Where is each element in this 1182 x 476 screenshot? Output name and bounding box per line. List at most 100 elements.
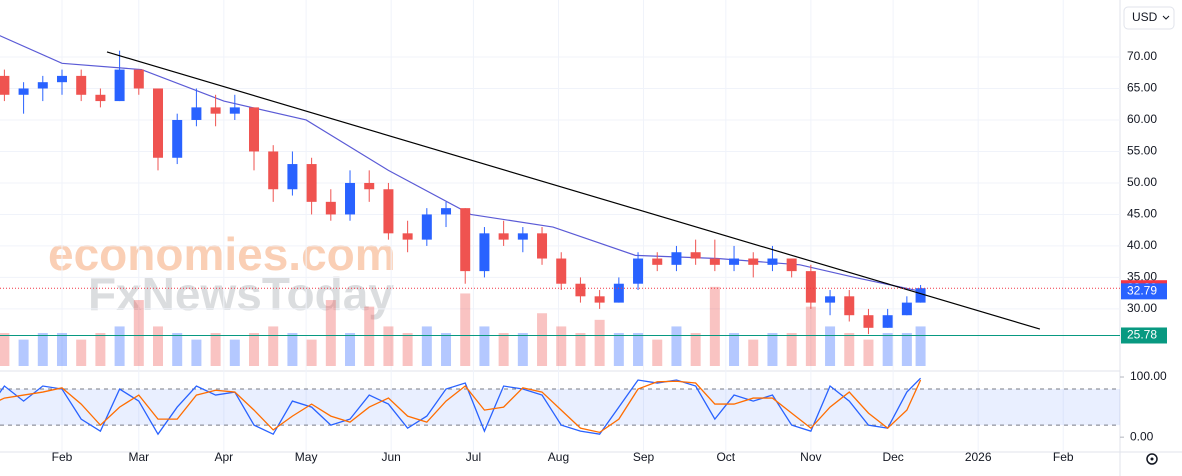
candle-body	[786, 258, 797, 272]
volume-bar	[671, 326, 682, 366]
candle-body	[652, 258, 663, 265]
volume-bar	[345, 333, 356, 366]
volume-bar	[882, 333, 893, 366]
y-tick-label: 40.00	[1127, 238, 1157, 252]
candle-body	[671, 252, 682, 265]
candle-body	[915, 288, 926, 303]
x-tick-label: Sep	[633, 450, 655, 464]
candle-body	[594, 296, 605, 303]
volume-bar	[633, 333, 644, 366]
x-tick-label: Aug	[548, 450, 569, 464]
volume-bar	[191, 339, 202, 366]
volume-bar	[325, 300, 336, 366]
volume-bar	[517, 333, 528, 366]
over-layer	[0, 51, 1120, 336]
grid-layer	[0, 0, 1120, 451]
candle-body	[37, 82, 48, 89]
candle-body	[153, 88, 164, 158]
candle-body	[825, 296, 836, 303]
candle-body	[633, 258, 644, 284]
candle-body	[364, 182, 375, 190]
volume-bar	[556, 326, 567, 366]
volume-bar	[18, 339, 29, 366]
stoch-tick-label: 0.00	[1130, 429, 1154, 443]
candle-body	[76, 75, 87, 95]
price-label: 32.79	[1127, 284, 1157, 298]
candles-layer	[0, 50, 926, 335]
y-tick-label: 60.00	[1127, 112, 1157, 126]
candle-body	[537, 233, 548, 259]
x-tick-label: Feb	[52, 450, 73, 464]
volume-bar	[498, 333, 509, 366]
volume-bar	[402, 333, 413, 366]
candle-body	[306, 164, 317, 202]
volume-bar	[37, 333, 48, 366]
volume-bar	[56, 333, 67, 366]
gear[interactable]	[1146, 453, 1158, 465]
volume-bar	[133, 300, 144, 366]
candle-body	[172, 119, 183, 158]
watermark: economies.com	[48, 228, 396, 280]
candle-body	[613, 283, 624, 303]
volume-bar	[441, 333, 452, 366]
candle-body	[844, 296, 855, 316]
y-tick-label: 55.00	[1127, 144, 1157, 158]
volume-bar	[690, 333, 701, 366]
vol-layer	[0, 286, 926, 366]
volume-bar	[153, 326, 164, 366]
candle-body	[210, 107, 221, 114]
button-frame[interactable]	[1123, 6, 1175, 30]
volume-bar	[421, 326, 432, 366]
volume-bar	[95, 333, 106, 366]
candle-body	[402, 233, 413, 240]
volume-bar	[537, 313, 548, 366]
y-tick-label: 30.00	[1127, 301, 1157, 315]
chevron[interactable]	[1162, 15, 1170, 20]
volume-bar	[306, 339, 317, 366]
candle-body	[345, 182, 356, 215]
candle-body	[498, 233, 509, 240]
volume-bar	[76, 339, 87, 366]
settings-icon[interactable]	[1146, 453, 1158, 465]
candle-body	[191, 107, 202, 120]
candle-body	[95, 94, 106, 102]
volume-bar	[210, 333, 221, 366]
volume-bar	[594, 319, 605, 366]
currency-label[interactable]: USD	[1132, 10, 1158, 24]
candle-body	[517, 233, 528, 240]
candle-body	[690, 252, 701, 259]
volume-bar	[748, 339, 759, 366]
candle-body	[556, 258, 567, 284]
candle-body	[421, 214, 432, 240]
candle-body	[767, 258, 778, 265]
x-tick-label: Dec	[882, 450, 903, 464]
y-tick-label: 35.00	[1127, 270, 1157, 284]
stoch-line	[0, 377, 922, 436]
stoch-tick-label: 100.00	[1130, 369, 1167, 383]
x-tick-label: Oct	[716, 450, 735, 464]
volume-bar	[729, 333, 740, 366]
volume-bar	[460, 293, 471, 366]
volume-bar	[767, 333, 778, 366]
candle-body	[729, 258, 740, 265]
gear-hub[interactable]	[1150, 457, 1154, 461]
x-tick-label: May	[295, 450, 318, 464]
volume-bar	[901, 333, 912, 366]
candle-body	[325, 201, 336, 215]
candle-body	[882, 315, 893, 328]
x-tick-label: Jun	[381, 450, 400, 464]
candle-body	[383, 189, 394, 234]
y-tick-label: 70.00	[1127, 49, 1157, 63]
y-tick-label: 45.00	[1127, 207, 1157, 221]
y-tick-label: 50.00	[1127, 175, 1157, 189]
currency-button[interactable]: USD	[1123, 6, 1175, 30]
y-tick-label: 65.00	[1127, 81, 1157, 95]
candle-body	[268, 151, 279, 190]
candle-body	[863, 315, 874, 328]
volume-bar	[613, 333, 624, 366]
price-label: 25.78	[1127, 328, 1157, 342]
volume-bar	[172, 333, 183, 366]
volume-bar	[383, 326, 394, 366]
volume-bar	[709, 286, 720, 366]
